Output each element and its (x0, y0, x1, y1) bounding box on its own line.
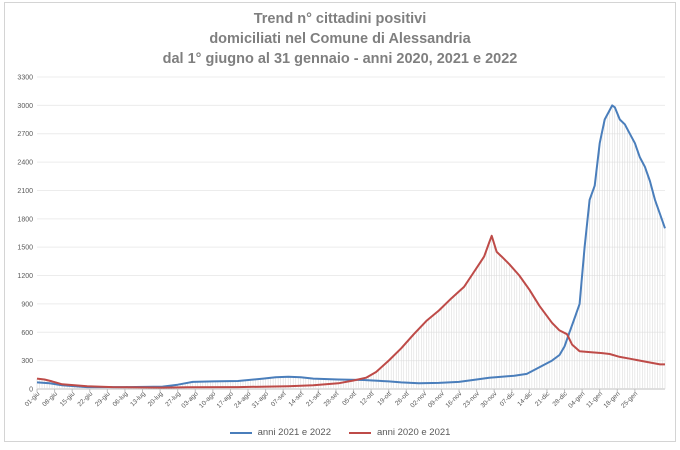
y-tick-label: 2700 (17, 131, 33, 138)
legend-swatch-series-1 (229, 431, 252, 434)
x-tick-label: 07-dic (499, 390, 517, 408)
x-tick-label: 28-set (323, 390, 341, 408)
x-tick-label: 08-giu (41, 390, 59, 408)
line-chart: 0 300 600 900 1200 1500 1800 2100 2400 2700 3000 33… (17, 75, 666, 410)
x-tick-label: 05-ott (341, 390, 358, 407)
legend-label-series-2: anni 2020 e 2021 (377, 427, 451, 438)
chart-legend: anni 2021 e 2022 anni 2020 e 2021 (5, 427, 675, 438)
x-tick-label: 25-gen (620, 390, 640, 410)
x-tick-label: 27-lug (164, 390, 182, 408)
x-tick-label: 03-ago (180, 390, 200, 410)
x-tick-label: 15-giu (59, 390, 77, 408)
x-tick-label: 30-nov (480, 390, 500, 410)
series-line-1 (36, 104, 666, 389)
x-tick-label: 13-lug (129, 390, 147, 408)
legend-item-series-2: anni 2020 e 2021 (349, 427, 450, 438)
chart-title-line-1: Trend n° cittadini positivi (253, 11, 427, 27)
x-tick-label: 22-giu (76, 390, 94, 408)
y-tick-label: 2400 (17, 160, 33, 167)
x-tick-label: 04-gen (567, 390, 587, 410)
x-tick-label: 09-nov (427, 390, 447, 410)
x-tick-label: 16-nov (444, 390, 464, 410)
x-tick-label: 10-ago (198, 390, 218, 410)
x-tick-label: 23-nov (462, 390, 482, 410)
x-tick-label: 12-ott (359, 390, 376, 407)
chart-title-line-2: domiciliati nel Comune di Alessandria (209, 31, 471, 47)
y-tick-label: 2100 (17, 188, 33, 195)
x-tick-label: 19-ott (376, 390, 393, 407)
x-tick-label: 20-lug (147, 390, 165, 408)
x-tick-label: 11-gen (585, 390, 604, 409)
y-tick-label: 1500 (17, 245, 33, 252)
chart-title: Trend n° cittadini positivi domiciliati … (5, 9, 675, 69)
series-line-2 (36, 234, 665, 389)
x-tick-label: 14-dic (516, 390, 534, 408)
chart-title-line-3: dal 1° giugno al 31 gennaio - anni 2020,… (162, 51, 518, 67)
x-tick-label: 01-giu (24, 390, 42, 408)
chart-frame: Trend n° cittadini positivi domiciliati … (4, 2, 676, 442)
x-tick-label: 31-ago (251, 390, 271, 410)
legend-label-series-1: anni 2021 e 2022 (257, 427, 331, 438)
legend-item-series-1: anni 2021 e 2022 (229, 427, 331, 438)
x-tick-label: 02-nov (409, 390, 429, 410)
x-tick-label: 06-lug (112, 390, 130, 408)
y-tick-label: 1800 (17, 216, 33, 223)
x-tick-label: 17-ago (216, 390, 236, 410)
x-tick-label: 14-set (287, 390, 305, 408)
y-tick-label: 1200 (17, 273, 33, 280)
x-tick-label: 29-giu (94, 390, 112, 408)
x-tick-label: 21-set (305, 390, 323, 408)
y-tick-label: 600 (21, 330, 33, 337)
y-tick-label: 3000 (17, 103, 33, 110)
x-tick-label: 18-gen (602, 390, 622, 410)
y-tick-label: 300 (21, 358, 33, 365)
x-tick-label: 24-ago (233, 390, 253, 410)
y-tick-label: 900 (21, 301, 33, 308)
legend-swatch-series-2 (349, 431, 371, 434)
x-tick-label: 21-dic (534, 390, 552, 408)
y-tick-label: 3300 (17, 75, 33, 82)
x-tick-label: 07-set (270, 390, 288, 408)
y-tick-label: 0 (29, 387, 33, 394)
